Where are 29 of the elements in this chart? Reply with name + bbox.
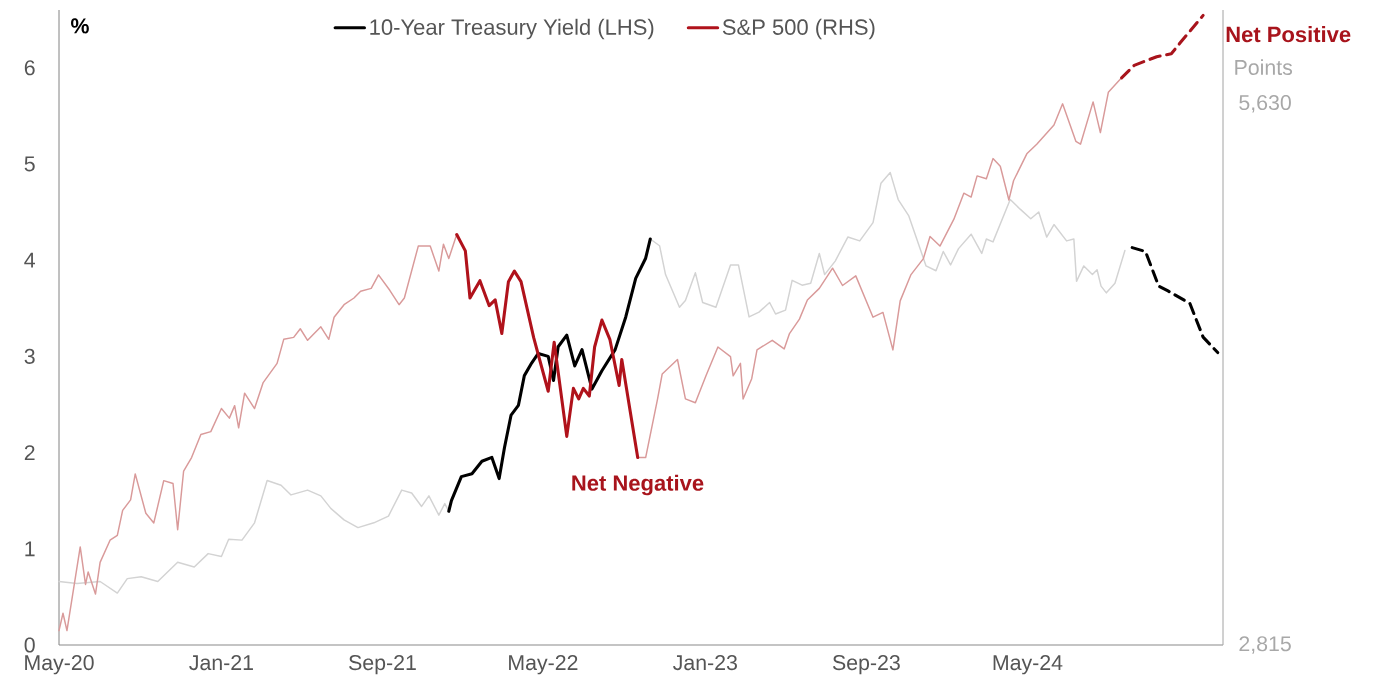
x-tick-label: Jan-23 (673, 655, 737, 671)
line-series (636, 77, 1123, 459)
x-tick-label: May-22 (509, 655, 578, 675)
line-series (58, 233, 458, 632)
x-tick-label: Sep-23 (832, 655, 900, 675)
y-tick-label: 6 (24, 60, 35, 76)
line-series (1130, 246, 1220, 355)
y-tick-label: 4 (24, 252, 35, 268)
y-tick-label: 2 (24, 445, 35, 461)
text: Net Positive (1226, 26, 1351, 43)
y2-axis-title: Points (1235, 59, 1293, 75)
y2-tick-label: 2,815 (1239, 636, 1291, 654)
x-tick-label: May-20 (25, 655, 94, 675)
y2-tick-label: 5,630 (1239, 95, 1291, 113)
line-series (1120, 13, 1205, 80)
y-tick-label: 5 (24, 156, 35, 172)
legend-label: 10-Year Treasury Yield (LHS) (370, 18, 654, 40)
line-series (58, 479, 450, 594)
legend-label: S&P 500 (RHS) (722, 18, 875, 40)
annotation: Net Negative (572, 474, 704, 496)
y-tick-label: 0 (24, 637, 35, 653)
y-axis-title: % (71, 18, 89, 34)
line-series (455, 233, 640, 460)
x-tick-label: May-24 (993, 655, 1063, 675)
line-series (649, 171, 1126, 318)
y-tick-label: 1 (25, 541, 35, 557)
x-tick-label: Jan-21 (189, 655, 253, 671)
x-tick-label: Sep-21 (349, 655, 416, 675)
y-tick-label: 3 (24, 348, 35, 364)
